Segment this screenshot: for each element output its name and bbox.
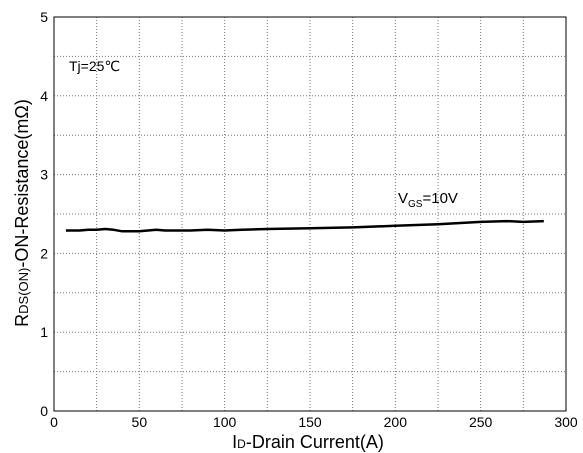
y-tick-label: 1	[40, 324, 48, 340]
x-axis-label-sub: D	[237, 437, 246, 451]
series-group	[66, 221, 544, 231]
axis-ticks: 0 50 100 150 200 250 300 0 1 2 3 4 5	[40, 9, 578, 430]
y-tick-label: 2	[40, 245, 48, 261]
x-tick-label: 100	[213, 414, 237, 430]
annotation-vgs-main: V	[398, 190, 408, 207]
y-axis-label-main: R	[12, 314, 32, 327]
grid	[54, 17, 566, 411]
x-axis-label-rest: -Drain Current(A)	[246, 432, 384, 452]
y-tick-label: 0	[40, 403, 48, 419]
y-axis-label-rest: -ON-Resistance(mΩ)	[12, 99, 32, 267]
x-axis-label: ID-Drain Current(A)	[232, 432, 384, 452]
y-tick-label: 4	[40, 88, 48, 104]
y-tick-label: 5	[40, 9, 48, 25]
x-tick-label: 250	[469, 414, 493, 430]
annotation-vgs: VGS=10V	[398, 190, 458, 210]
annotation-vgs-rest: =10V	[422, 190, 457, 207]
x-tick-label: 150	[298, 414, 322, 430]
y-axis-label: RDS(ON)-ON-Resistance(mΩ)	[12, 99, 32, 327]
x-tick-label: 300	[554, 414, 578, 430]
annotation-temperature: Tj=25℃	[69, 58, 120, 74]
y-tick-label: 3	[40, 167, 48, 183]
x-tick-label: 200	[384, 414, 408, 430]
x-tick-label: 0	[50, 414, 58, 430]
x-tick-label: 50	[132, 414, 148, 430]
y-axis-label-sub: DS(ON)	[16, 268, 31, 314]
series-line	[66, 221, 544, 231]
annotation-vgs-sub: GS	[408, 199, 423, 210]
